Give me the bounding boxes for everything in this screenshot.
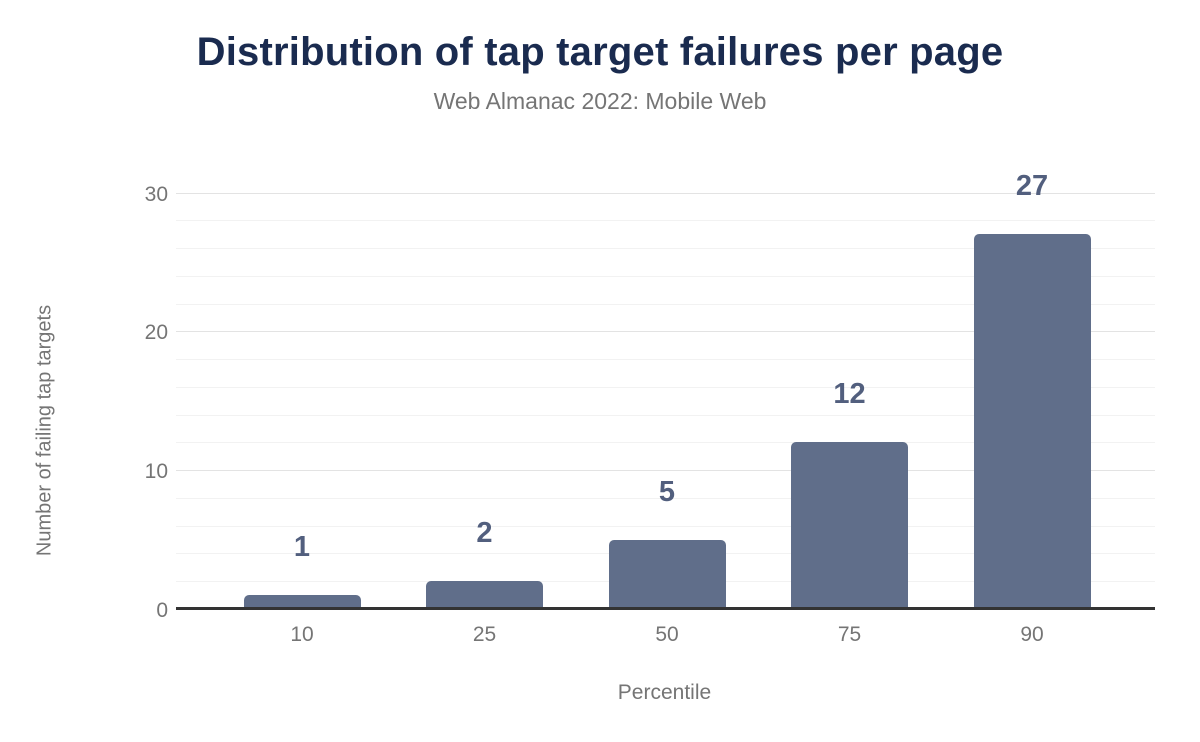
minor-gridline-24 bbox=[176, 276, 1155, 277]
minor-gridline-8 bbox=[176, 498, 1155, 499]
bar-value-label-p25: 2 bbox=[476, 517, 493, 549]
bar-value-label-p50: 5 bbox=[658, 476, 676, 508]
minor-gridline-6 bbox=[176, 526, 1155, 527]
chart-subtitle: Web Almanac 2022: Mobile Web bbox=[433, 88, 767, 114]
x-tick-label-50: 50 bbox=[655, 623, 679, 646]
bar-p25[interactable] bbox=[426, 581, 543, 609]
bar-p50[interactable] bbox=[608, 540, 726, 609]
y-tick-label-30: 30 bbox=[144, 183, 168, 206]
minor-gridline-18 bbox=[176, 359, 1155, 360]
minor-gridline-14 bbox=[176, 415, 1155, 416]
major-gridline-30 bbox=[176, 193, 1155, 194]
minor-gridline-16 bbox=[176, 387, 1155, 388]
minor-gridline-28 bbox=[176, 220, 1155, 221]
major-gridline-20 bbox=[176, 331, 1155, 332]
bar-value-label-p90: 27 bbox=[1015, 170, 1049, 202]
x-tick-label-90: 90 bbox=[1020, 623, 1044, 646]
minor-gridline-22 bbox=[176, 304, 1155, 305]
bar-p90[interactable] bbox=[973, 234, 1091, 609]
x-tick-label-75: 75 bbox=[837, 623, 862, 646]
x-axis-line bbox=[176, 607, 1155, 610]
x-tick-label-25: 25 bbox=[472, 623, 497, 646]
x-tick-label-10: 10 bbox=[290, 623, 314, 646]
bar-p10[interactable] bbox=[243, 595, 361, 609]
x-axis-title: Percentile bbox=[617, 681, 712, 704]
minor-gridline-12 bbox=[176, 442, 1155, 443]
minor-gridline-26 bbox=[176, 248, 1155, 249]
bar-value-label-p10: 1 bbox=[293, 531, 311, 563]
bar-p75[interactable] bbox=[791, 442, 908, 609]
major-gridline-10 bbox=[176, 470, 1155, 471]
y-tick-label-0: 0 bbox=[156, 599, 168, 622]
bar-value-label-p75: 12 bbox=[833, 378, 866, 410]
y-tick-label-20: 20 bbox=[144, 321, 168, 344]
y-axis-title: Number of failing tap targets bbox=[33, 304, 56, 557]
y-tick-label-10: 10 bbox=[144, 460, 168, 483]
chart-title: Distribution of tap target failures per … bbox=[196, 30, 1004, 74]
